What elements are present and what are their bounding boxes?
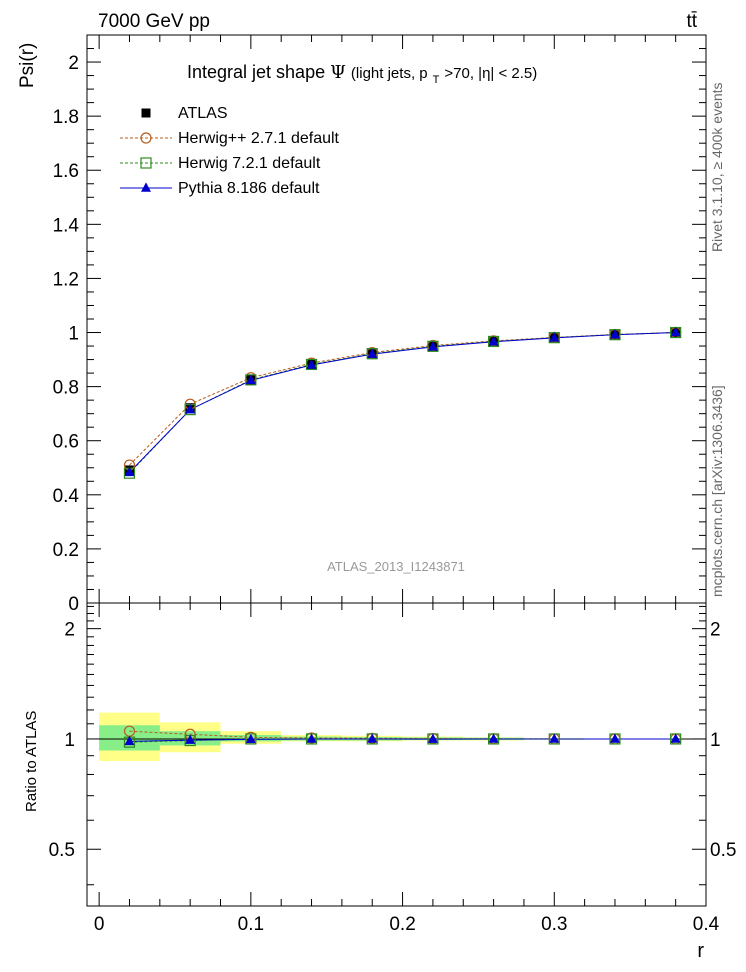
- xtick-label: 0.1: [238, 914, 264, 935]
- series-line: [129, 332, 676, 473]
- analysis-label: ATLAS_2013_I1243871: [327, 559, 465, 574]
- legend-entry-label: Herwig++ 2.7.1 default: [178, 130, 340, 147]
- ratio-marker-pythia: [488, 733, 499, 743]
- marker-pythia: [367, 348, 378, 358]
- main-series: [123, 326, 682, 479]
- ratio-panel: 0.5 0.5 1 1 2 2 0 0.1 0.2 0.3 0.4 Ratio to ATLAS r: [23, 602, 736, 962]
- ratio-series-line: [129, 738, 676, 742]
- ratio-ytick-label: 1: [64, 730, 75, 751]
- series-line: [129, 332, 676, 474]
- ratio-ytick-label-right: 0.5: [710, 840, 736, 861]
- xtick-label: 0: [94, 914, 105, 935]
- plot-title-tail: >70, |η| < 2.5): [444, 65, 537, 82]
- main-ytick-label: 2: [68, 53, 79, 74]
- ratio-marker-pythia: [367, 733, 378, 743]
- marker-pythia: [609, 329, 620, 339]
- xtick-label: 0.4: [693, 914, 720, 935]
- marker-pythia: [549, 332, 560, 342]
- ratio-ytick-label: 0.5: [49, 840, 75, 861]
- ratio-ylabel: Ratio to ATLAS: [23, 711, 40, 812]
- ratio-marker-pythia: [427, 733, 438, 743]
- marker-pythia: [245, 374, 256, 385]
- plot-title-symbol: Ψ: [330, 62, 346, 83]
- energy-label: 7000 GeV pp: [98, 11, 210, 32]
- xtick-label: 0.3: [541, 914, 567, 935]
- main-ytick-label: 0.6: [53, 432, 79, 453]
- main-ytick-label: 1.6: [53, 161, 79, 182]
- main-ytick-label: 1: [68, 324, 79, 345]
- ratio-marker-pythia: [124, 735, 135, 746]
- main-ytick-label: 1.8: [53, 107, 79, 128]
- legend-entry-label: Herwig 7.2.1 default: [178, 155, 321, 172]
- ratio-marker-pythia: [306, 733, 317, 743]
- plot-title: Integral jet shape Ψ (light jets, p T >7…: [187, 62, 537, 87]
- main-ylabel: Psi(r): [17, 43, 38, 88]
- main-ytick-label: 0.2: [53, 540, 79, 561]
- series-line: [129, 332, 676, 466]
- marker-pythia: [670, 326, 681, 337]
- ratio-frame: [86, 602, 707, 907]
- ratio-marker-pythia: [670, 733, 681, 743]
- marker-herwigpp: [140, 132, 152, 144]
- mcplots-label: mcplots.cern.ch [arXiv:1306.3436]: [709, 385, 725, 597]
- ratio-marker-pythia: [609, 733, 620, 743]
- marker-herwig7: [140, 157, 152, 169]
- main-ytick-label: 1.4: [53, 215, 80, 236]
- ratio-ytick-label: 2: [64, 620, 75, 641]
- ratio-ytick-label-right: 2: [710, 620, 721, 641]
- ratio-series: [123, 725, 682, 748]
- main-panel: 0 0.2 0.4 0.6 0.8 1 1.2 1.4 1.6 1.8 2 Integral jet…: [17, 34, 707, 615]
- marker-pythia: [427, 341, 438, 351]
- xlabel: r: [697, 940, 704, 962]
- rivet-label: Rivet 3.1.10, ≥ 400k events: [709, 82, 725, 252]
- marker-pythia: [306, 359, 317, 369]
- marker-atlas: [141, 108, 151, 118]
- main-ytick-label: 1.2: [53, 269, 79, 290]
- main-ytick-label: 0.8: [53, 378, 79, 399]
- plot-title-qualifier: (light jets, p: [351, 65, 428, 82]
- marker-pythia: [141, 182, 151, 192]
- main-ytick-label: 0.4: [53, 486, 80, 507]
- ratio-ticks: 0.5 0.5 1 1 2 2 0 0.1 0.2 0.3 0.4: [49, 603, 736, 935]
- legend-entry-label: Pythia 8.186 default: [178, 180, 320, 197]
- ratio-marker-pythia: [185, 734, 196, 744]
- ratio-marker-pythia: [549, 733, 560, 743]
- process-label: tt̄: [686, 11, 697, 32]
- marker-pythia: [185, 403, 196, 414]
- legend-entry-label: ATLAS: [178, 105, 228, 122]
- legend: ATLAS Herwig++ 2.7.1 default Herwig 7.2.1 …: [120, 105, 340, 197]
- marker-pythia: [124, 466, 135, 477]
- ratio-marker-pythia: [245, 733, 256, 744]
- main-ytick-label: 0: [68, 594, 79, 615]
- xtick-label: 0.2: [389, 914, 415, 935]
- marker-pythia: [488, 336, 499, 346]
- ratio-ytick-label-right: 1: [710, 730, 721, 751]
- main-ticks: 0 0.2 0.4 0.6 0.8 1 1.2 1.4 1.6 1.8 2: [53, 34, 707, 615]
- plot-title-subscript: T: [433, 74, 440, 86]
- plot-title-main: Integral jet shape: [187, 62, 325, 82]
